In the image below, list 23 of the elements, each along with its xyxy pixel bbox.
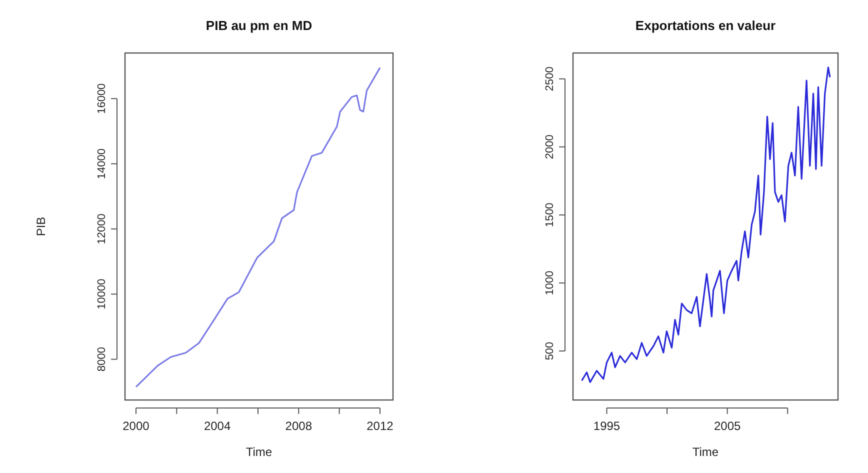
y-tick-label: 1000 bbox=[544, 270, 556, 296]
x-tick-label: 1995 bbox=[593, 419, 620, 433]
y-axis-title: PIB bbox=[34, 216, 48, 236]
x-tick-label: 2004 bbox=[204, 419, 231, 433]
x-tick-label: 2012 bbox=[366, 419, 394, 433]
y-tick-label: 500 bbox=[544, 342, 556, 360]
y-tick-label: 2500 bbox=[544, 66, 556, 92]
y-tick-label: 16000 bbox=[96, 83, 108, 114]
line-series bbox=[135, 66, 381, 388]
y-tick-label: 12000 bbox=[96, 214, 108, 244]
chart-title: Exportations en valeur bbox=[635, 18, 776, 33]
y-tick-label: 2000 bbox=[544, 134, 556, 160]
x-tick-label: 2000 bbox=[122, 419, 150, 433]
y-tick-label: 14000 bbox=[96, 148, 108, 180]
line-series bbox=[581, 66, 831, 383]
y-tick-label: 10000 bbox=[96, 278, 108, 310]
x-tick-label: 2008 bbox=[285, 419, 312, 433]
y-tick-label: 1500 bbox=[544, 202, 556, 228]
x-tick-label: 2005 bbox=[714, 419, 741, 433]
x-axis-title: Time bbox=[246, 445, 272, 459]
chart-title: PIB au pm en MD bbox=[206, 18, 312, 33]
y-tick-label: 8000 bbox=[96, 347, 108, 372]
x-axis-title: Time bbox=[692, 445, 719, 459]
